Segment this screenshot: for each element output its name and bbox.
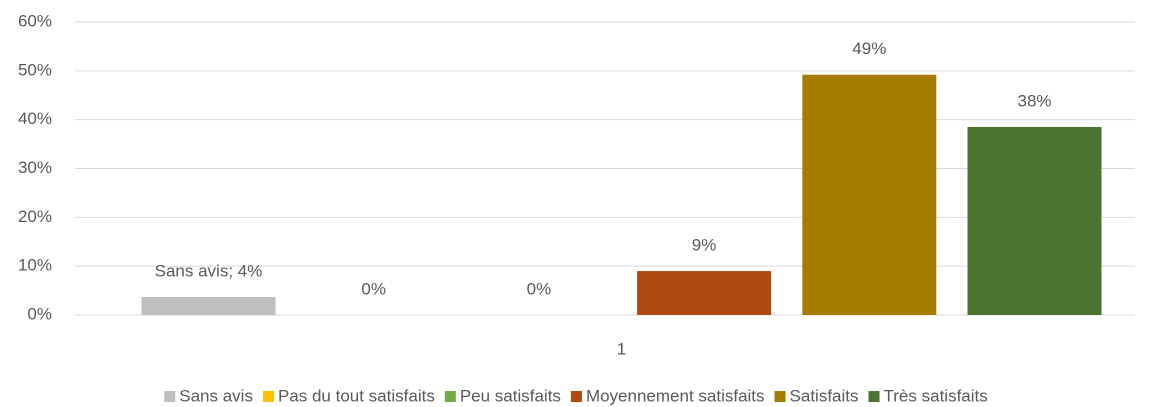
x-tick-label: 1 <box>617 339 626 358</box>
data-label: 0% <box>361 279 386 298</box>
y-tick-label: 30% <box>18 158 52 177</box>
bar <box>637 271 772 315</box>
data-label: 49% <box>852 39 886 58</box>
data-label: Sans avis; 4% <box>155 261 263 280</box>
y-tick-label: 60% <box>18 11 52 30</box>
data-label: 38% <box>1017 91 1051 110</box>
legend-label: Très satisfaits <box>884 386 988 405</box>
legend-label: Moyennement satisfaits <box>586 386 765 405</box>
legend-label: Sans avis <box>179 386 253 405</box>
legend-label: Pas du tout satisfaits <box>278 386 435 405</box>
y-tick-label: 50% <box>18 60 52 79</box>
legend-swatch <box>570 391 582 402</box>
legend-label: Peu satisfaits <box>460 386 561 405</box>
legend-swatch <box>164 391 176 402</box>
bar <box>967 126 1102 315</box>
data-label: 9% <box>692 236 717 255</box>
y-tick-label: 40% <box>18 109 52 128</box>
legend-swatch <box>262 391 274 402</box>
legend-label: Satisfaits <box>790 386 859 405</box>
legend-swatch <box>868 391 880 402</box>
bar <box>802 74 937 316</box>
y-tick-label: 10% <box>18 256 52 275</box>
legend-swatch <box>774 391 786 402</box>
y-tick-label: 20% <box>18 207 52 226</box>
y-tick-label: 0% <box>27 304 52 323</box>
data-label: 0% <box>527 279 552 298</box>
legend-swatch <box>444 391 456 402</box>
bar <box>141 296 276 315</box>
